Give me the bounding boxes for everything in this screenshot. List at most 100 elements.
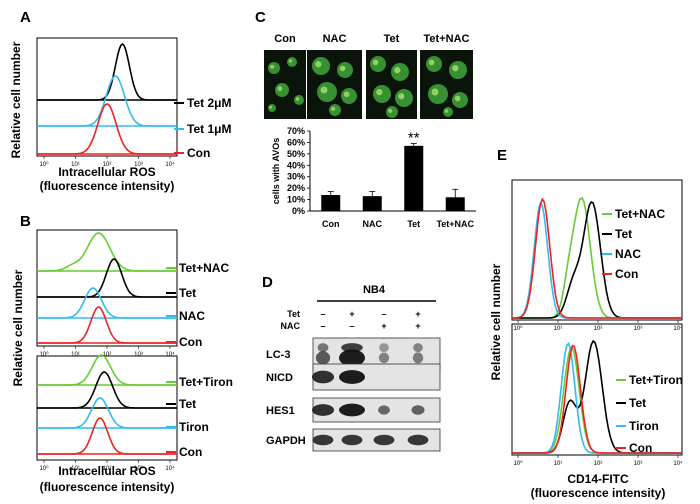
fluorescent-cell — [341, 88, 357, 104]
significance-marker: ** — [408, 130, 420, 147]
blot-band — [339, 370, 365, 384]
fluorescent-cell — [395, 89, 413, 107]
panel-e-bottom-tick-label: 10² — [594, 461, 603, 467]
panel-b-histograms — [37, 232, 177, 455]
panel-a-histograms — [37, 42, 177, 155]
avo-spot — [339, 65, 346, 72]
panel-e-top-tick-label: 10¹ — [554, 326, 563, 332]
fluorescent-cell — [428, 84, 448, 104]
panel-a: A Relative cell number 10⁰ 10¹ 10² 10³ 10⁴ T… — [9, 9, 231, 193]
blot-band — [411, 405, 425, 415]
panel-e-bottom-tick-label: 10³ — [634, 461, 643, 467]
chart-y-tick-label: 50% — [287, 149, 305, 159]
chart-category-label: Tet — [407, 219, 420, 229]
panel-b-histogram-7 — [37, 397, 177, 429]
avo-spot — [320, 86, 328, 94]
panel-e-bottom-legend-label: Tiron — [629, 419, 659, 433]
panel-b-bottom-tick-label: 10² — [103, 466, 112, 472]
fluorescent-cell — [317, 82, 337, 102]
avo-spot — [388, 108, 393, 113]
chart-bar — [445, 197, 465, 211]
panel-b-top-tick-label: 10¹ — [71, 352, 80, 358]
panel-b-bottom-tick-label: 10⁴ — [165, 465, 175, 472]
fluorescent-cell — [391, 63, 409, 81]
panel-e-top-frame — [511, 179, 683, 321]
panel-e-top-tick-label: 10³ — [634, 326, 643, 332]
panel-a-tick-label: 10¹ — [71, 162, 80, 168]
panel-e-x-ticks: 10⁰ 10¹ 10² 10³ 10⁴ 10⁰ 10¹ 10² 10³ 10⁴ — [513, 320, 683, 467]
panel-a-legend: Tet 2μM Tet 1μM Con — [174, 96, 231, 160]
panel-e-top-tick-label: 10⁴ — [673, 325, 683, 332]
fluorescent-cell — [443, 107, 453, 117]
blot-band — [341, 434, 363, 446]
avo-spot — [372, 59, 379, 66]
panel-e-bottom-histogram-2 — [512, 339, 682, 454]
blot-band — [412, 352, 424, 364]
avo-spot — [295, 97, 300, 101]
panel-label-c: C — [255, 9, 266, 26]
panel-b-histogram-1 — [37, 232, 177, 272]
panel-b-bottom-legend-label: Tet — [179, 397, 196, 411]
fluorescent-cell — [268, 104, 276, 112]
blot-protein-label: LC-3 — [266, 349, 290, 361]
micrograph-label: Con — [274, 33, 296, 45]
chart-bar — [404, 145, 424, 211]
blot-band — [312, 434, 334, 446]
blot-band — [373, 434, 395, 446]
chart-bar — [321, 195, 341, 211]
panel-b-xlabel-sub: (fluorescence intensity) — [40, 480, 175, 494]
blot-band-upper — [341, 343, 363, 353]
panel-b-top-tick-label: 10³ — [134, 352, 143, 358]
panel-e-top-tick-label: 10⁰ — [513, 325, 523, 332]
panel-a-ylabel: Relative cell number — [9, 41, 23, 158]
avo-spot — [269, 105, 273, 109]
treatment-row-label: Tet — [287, 309, 300, 319]
avo-spot — [398, 93, 405, 100]
fluorescent-cell — [373, 85, 391, 103]
panel-e-top-legend-label: Tet+NAC — [615, 207, 665, 221]
panel-e-histograms — [512, 196, 682, 454]
blot-band — [339, 403, 365, 417]
panel-e-bottom-histogram-1 — [512, 347, 682, 454]
panel-b-top-legend-label: Tet+NAC — [179, 261, 229, 275]
panel-e-legend: Tet+NAC Tet NAC Con Tet+Tiron Tet Tiron Con — [602, 207, 683, 455]
panel-e-top-legend-label: Tet — [615, 227, 632, 241]
treatment-sign: – — [320, 321, 325, 331]
panel-e-bottom-tick-label: 10⁰ — [513, 460, 523, 467]
panel-e-bottom-tick-label: 10¹ — [554, 461, 563, 467]
avo-spot — [394, 67, 401, 74]
blot-strip — [312, 363, 441, 391]
fluorescent-cell — [452, 92, 468, 108]
blot-band — [339, 349, 365, 367]
chart-y-tick-label: 40% — [287, 160, 305, 170]
panel-e-xlabel: CD14-FITC — [567, 472, 629, 486]
panel-a-legend-label: Tet 1μM — [187, 122, 231, 136]
micrograph-label: Tet+NAC — [424, 33, 470, 45]
fluorescent-cell — [329, 104, 341, 116]
chart-y-tick-label: 60% — [287, 137, 305, 147]
fluorescent-cell — [386, 106, 398, 118]
panel-d: D NB4 Tet – + – + NAC – – + + LC-3 NICD HES1 GAPDH — [262, 274, 441, 452]
blot-protein-label: GAPDH — [266, 435, 306, 447]
treatment-sign: + — [415, 309, 420, 319]
panel-e-bottom-legend-label: Con — [629, 441, 652, 455]
panel-e-top-legend-label: Con — [615, 267, 638, 281]
panel-b-top-frame — [36, 229, 178, 347]
blot-band — [378, 405, 390, 415]
panel-b-bottom-legend-label: Con — [179, 445, 202, 459]
avo-spot — [452, 65, 459, 72]
panel-e-bottom-frame — [511, 323, 683, 456]
fluorescence-micrographs: Con NAC Tet Tet+NAC — [264, 33, 473, 119]
avo-spot — [444, 109, 449, 113]
treatment-sign: – — [320, 309, 325, 319]
panel-b-top-legend-label: NAC — [179, 309, 205, 323]
chart-y-tick-label: 30% — [287, 172, 305, 182]
chart-category-label: Con — [322, 219, 340, 229]
panel-b-top-legend-label: Tet — [179, 286, 196, 300]
panel-b-top-tick-label: 10⁰ — [39, 351, 49, 358]
blot-protein-label: NICD — [266, 372, 293, 384]
panel-c: C Con NAC Tet Tet+NAC 0%10% 20%30% 40%50% 60%7… — [255, 9, 476, 229]
micrograph-label: Tet — [384, 33, 400, 45]
panel-a-xlabel-sub: (fluorescence intensity) — [40, 179, 175, 193]
avo-spot — [428, 59, 435, 66]
